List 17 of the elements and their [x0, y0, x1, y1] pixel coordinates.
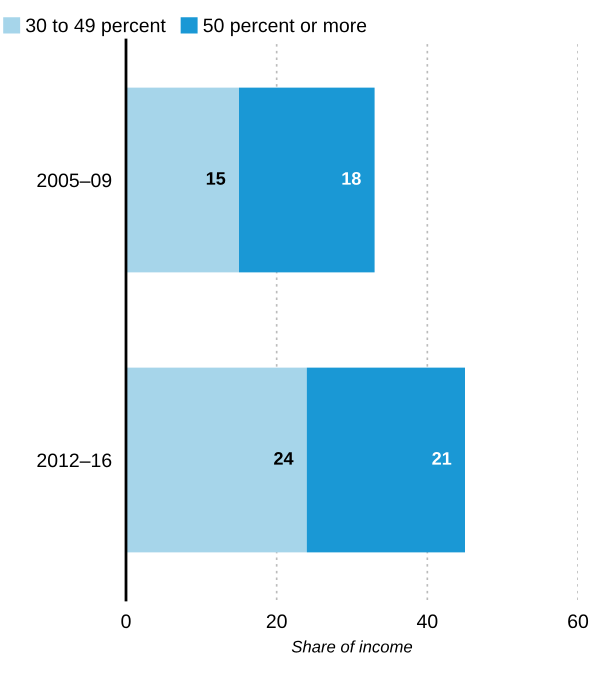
bar — [126, 88, 239, 272]
bar — [306, 368, 465, 552]
x-tick-label: 60 — [568, 614, 588, 628]
y-tick-label: 2005–09 — [37, 173, 112, 188]
x-axis-title: Share of income — [292, 640, 412, 653]
x-tick-label: 20 — [266, 614, 287, 628]
x-tick-label: 0 — [121, 614, 131, 628]
y-tick-label: 2012–16 — [37, 453, 112, 468]
data-label: 18 — [342, 172, 361, 185]
bar — [126, 368, 307, 552]
data-label: 21 — [432, 452, 452, 465]
legend-label: 50 percent or more — [204, 18, 366, 36]
legend-label: 30 to 49 percent — [26, 18, 166, 36]
x-tick-label: 40 — [416, 614, 438, 628]
data-label: 15 — [206, 172, 226, 185]
data-label: 24 — [274, 452, 294, 465]
bar — [239, 88, 375, 272]
